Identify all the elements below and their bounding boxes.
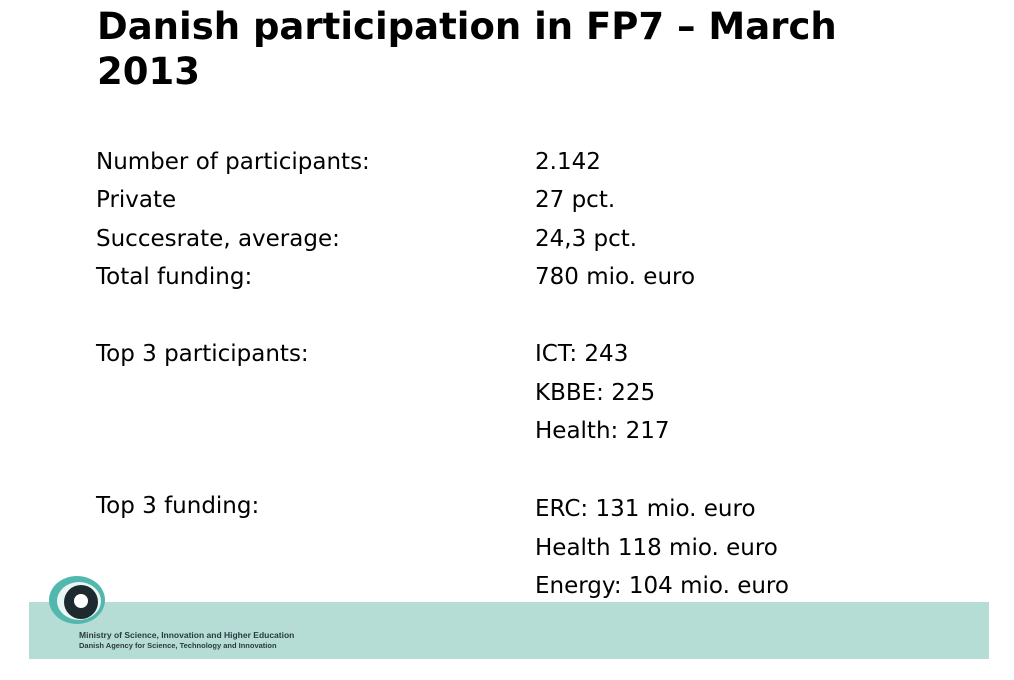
fact-value: 780 mio. euro xyxy=(535,264,696,290)
group-label: Top 3 participants: xyxy=(96,341,309,367)
group-item: Health: 217 xyxy=(535,418,670,444)
fact-label: Number of participants: xyxy=(96,149,370,175)
fact-value: 24,3 pct. xyxy=(535,226,638,252)
group-label: Top 3 funding: xyxy=(96,493,260,519)
footer-agency: Danish Agency for Science, Technology an… xyxy=(79,641,277,650)
fact-value: 27 pct. xyxy=(535,187,616,213)
slide-title: Danish participation in FP7 – March 2013 xyxy=(97,5,837,93)
fact-label: Succesrate, average: xyxy=(96,226,340,252)
group-item: KBBE: 225 xyxy=(535,379,656,406)
fact-label: Private xyxy=(96,187,177,213)
logo xyxy=(49,576,105,624)
fact-value: 2.142 xyxy=(535,149,601,175)
fact-label: Total funding: xyxy=(96,264,253,290)
group-item: ERC: 131 mio. euro xyxy=(535,496,756,522)
group-item: Health 118 mio. euro xyxy=(535,534,778,561)
group-item: Energy: 104 mio. euro xyxy=(535,573,789,599)
group-item: ICT: 243 xyxy=(535,341,629,367)
footer-band xyxy=(29,602,989,659)
footer-ministry: Ministry of Science, Innovation and High… xyxy=(79,630,295,640)
